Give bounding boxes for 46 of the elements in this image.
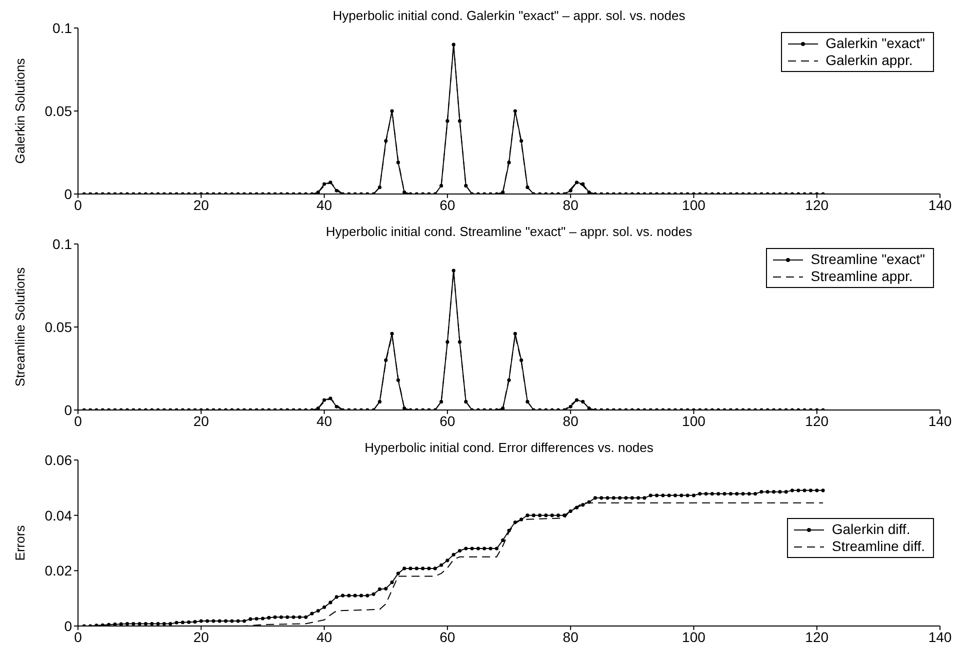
- x-tick-label: 40: [316, 412, 332, 429]
- y-tick-label: 0.05: [44, 102, 72, 119]
- chart-title: Hyperbolic initial cond. Streamline "exact" – appr. sol. vs. nodes: [324, 224, 694, 240]
- x-tick-label: 100: [682, 628, 706, 645]
- x-tick-label: 20: [193, 412, 210, 429]
- y-tick-label: 0.1: [52, 236, 72, 252]
- y-axis-title: Galerkin Solutions: [12, 58, 28, 164]
- x-tick-label: 140: [928, 196, 952, 213]
- x-tick-label: 80: [562, 412, 579, 429]
- chart-title: Hyperbolic initial cond. Galerkin "exact" – appr. sol. vs. nodes: [332, 8, 686, 24]
- x-tick-label: 20: [193, 196, 210, 213]
- x-tick-label: 120: [805, 412, 829, 429]
- y-tick-label: 0.04: [44, 507, 72, 524]
- y-axis-title: Streamline Solutions: [12, 266, 28, 387]
- chart-title: Hyperbolic initial cond. Error differences vs. nodes: [364, 440, 654, 456]
- x-tick-label: 0: [74, 196, 82, 213]
- x-tick-label: 60: [440, 196, 456, 213]
- y-tick-label: 0.02: [44, 562, 72, 579]
- x-tick-label: 80: [562, 628, 579, 645]
- legend-label: Galerkin appr.: [826, 52, 913, 69]
- y-tick-label: 0.05: [44, 318, 72, 335]
- y-tick-label: 0.06: [44, 452, 72, 468]
- x-tick-label: 80: [562, 196, 579, 213]
- y-tick-label: 0: [64, 402, 72, 418]
- x-tick-label: 40: [316, 196, 332, 213]
- x-tick-label: 20: [193, 628, 210, 645]
- x-tick-label: 0: [74, 628, 82, 645]
- y-tick-label: 0.1: [52, 20, 72, 36]
- y-tick-label: 0: [64, 618, 72, 634]
- x-tick-label: 60: [440, 412, 456, 429]
- x-tick-label: 140: [928, 628, 952, 645]
- x-tick-label: 40: [316, 628, 332, 645]
- y-tick-label: 0: [64, 186, 72, 202]
- x-tick-label: 0: [74, 412, 82, 429]
- legend-label: Streamline "exact": [810, 251, 925, 268]
- x-tick-label: 120: [805, 628, 829, 645]
- x-tick-label: 120: [805, 196, 829, 213]
- x-tick-label: 140: [928, 412, 952, 429]
- legend-label: Galerkin diff.: [832, 521, 910, 538]
- x-tick-label: 60: [440, 628, 456, 645]
- x-tick-label: 100: [682, 196, 706, 213]
- legend-label: Streamline diff.: [832, 538, 925, 555]
- legend-label: Streamline appr.: [810, 268, 913, 285]
- y-axis-title: Errors: [12, 524, 28, 561]
- legend-label: Galerkin "exact": [826, 35, 925, 52]
- x-tick-label: 100: [682, 412, 706, 429]
